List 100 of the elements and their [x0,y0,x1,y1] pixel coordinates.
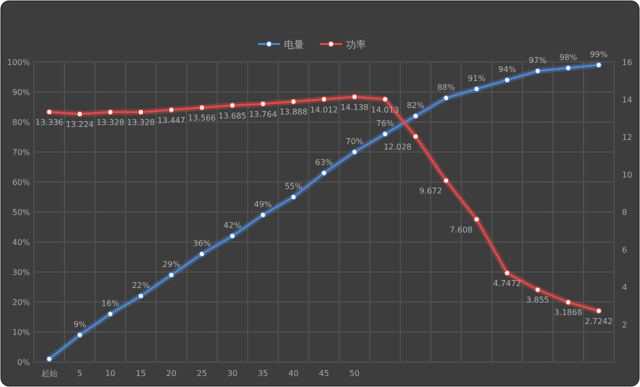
data-label: 13.328 [96,118,124,128]
x-tick-label: 40 [288,369,299,378]
point [565,299,572,306]
y-tick-label: 30% [12,268,30,277]
y2-tick-label: 14 [622,96,632,104]
data-label: 7.608 [450,225,473,234]
point [534,286,541,293]
y2-tick-label: 2 [622,320,628,330]
legend-label: 电量 [284,39,304,51]
point [352,149,358,155]
point [46,108,52,115]
x-tick-label: 20 [166,369,176,378]
y-tick-label: 40% [12,238,30,247]
data-label: 36% [193,239,212,248]
x-tick-label: 30 [227,369,238,378]
point [474,216,480,222]
data-label: 9.672 [419,186,442,196]
y2-tick-label: 16 [622,58,632,67]
point [260,212,266,218]
data-label: 14.138 [340,102,369,112]
data-label: 99% [590,50,608,59]
data-label: 55% [284,182,303,191]
x-tick-label: 15 [136,369,146,378]
y-tick-label: 0% [17,358,30,367]
point [596,62,602,68]
data-label: 16% [101,299,120,308]
y-tick-label: 50% [12,208,30,217]
point [168,272,174,278]
data-label: 42% [224,221,242,230]
y-tick-label: 20% [12,298,30,307]
data-label: 2.7242 [584,316,613,326]
point [321,170,327,176]
data-label: 9% [73,320,87,329]
x-tick-label: 50 [349,369,360,378]
data-label: 82% [406,101,425,110]
y-tick-label: 80% [12,118,30,127]
data-label: 4.7472 [493,278,522,288]
point [198,104,205,111]
x-tick-label: 10 [105,369,116,378]
data-label: 76% [376,119,394,128]
y-tick-label: 60% [12,178,30,187]
data-label: 3.1868 [554,308,582,318]
point [321,96,327,102]
data-label: 12.028 [384,142,412,152]
point [260,100,266,107]
point [290,194,296,200]
x-tick-label: 起始 [41,369,58,378]
legend-label: 功率 [346,39,366,51]
point [382,96,388,102]
data-label: 13.447 [157,116,186,125]
point [198,251,205,257]
point [443,178,450,184]
point [107,311,114,317]
data-label: 98% [559,53,578,62]
data-label: 49% [254,200,272,209]
point [534,68,541,74]
point [412,133,419,140]
point [504,270,510,276]
data-label: 97% [528,56,547,65]
data-label: 13.336 [35,118,64,127]
point [412,113,419,119]
point [107,109,114,116]
point [596,308,602,314]
x-tick-label: 35 [258,369,268,378]
point [504,77,510,83]
y2-tick-label: 12 [622,133,632,142]
data-label: 13.566 [188,114,216,123]
y-tick-label: 10% [12,328,30,337]
data-label: 29% [162,260,181,269]
data-label: 14.012 [310,105,338,114]
point [352,94,358,100]
data-label: 13.764 [248,110,277,119]
point [229,102,236,108]
point [138,293,144,299]
point [290,98,296,105]
y2-tick-label: 8 [622,208,628,217]
data-label: 13.888 [279,108,308,117]
x-tick-label: 45 [318,369,330,378]
data-label: 13.224 [66,120,94,130]
x-tick-label: 25 [196,369,207,378]
data-label: 22% [132,281,150,290]
y2-tick-label: 6 [622,246,628,254]
data-label: 88% [437,83,456,92]
point [443,95,450,101]
y-tick-label: 100% [7,58,30,67]
y2-tick-label: 10 [622,170,632,180]
point [138,109,144,116]
point [168,106,174,113]
y2-tick-label: 4 [622,283,628,292]
point [229,233,236,239]
point [565,65,572,71]
data-label: 91% [468,74,486,83]
point [76,332,83,338]
y-tick-label: 90% [12,88,30,97]
data-label: 94% [498,65,516,74]
point [46,356,52,362]
point [76,111,83,118]
point [474,86,480,92]
x-tick-label: 5 [77,369,82,378]
data-label: 3.855 [526,296,550,305]
